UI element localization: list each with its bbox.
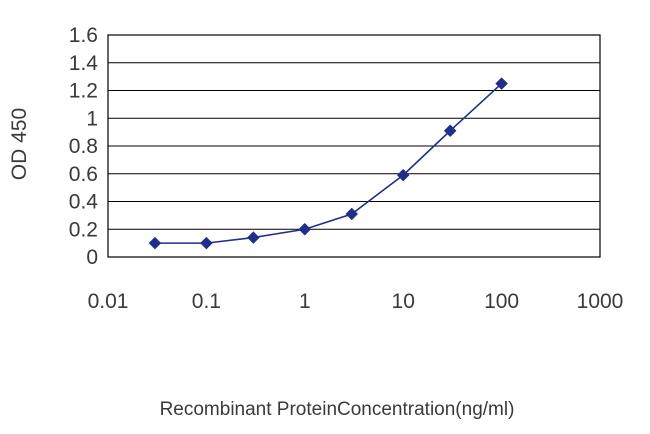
data-point (396, 168, 410, 182)
data-point (495, 77, 508, 90)
x-tick-label: 1000 (577, 290, 624, 313)
x-tick-label: 0.01 (88, 290, 129, 313)
data-point (298, 222, 312, 236)
x-tick-label: 0.1 (192, 290, 221, 313)
x-tick-label: 1 (299, 290, 311, 313)
y-tick-label: 0.4 (69, 191, 99, 214)
y-tick-label: 0.6 (69, 163, 98, 186)
y-tick-label: 1.6 (69, 24, 98, 47)
gridlines (108, 34, 600, 258)
x-tick-labels: 0.01 0.1 1 10 100 1000 (88, 290, 624, 313)
data-point (200, 236, 213, 250)
series-layer (148, 77, 508, 250)
data-point (443, 124, 457, 138)
data-point (246, 231, 260, 244)
plot-frame (107, 34, 601, 258)
y-tick-label: 0 (86, 246, 98, 269)
data-point (148, 236, 162, 250)
x-tick-label: 10 (392, 290, 415, 313)
y-tick-label: 1.2 (69, 80, 98, 103)
y-tick-label: 1 (86, 107, 98, 130)
y-axis-label: OD 450 (8, 108, 31, 180)
data-point (345, 207, 359, 221)
series-line (154, 82, 503, 244)
y-tick-label: 0.2 (69, 218, 98, 241)
x-tick-label: 100 (484, 290, 519, 313)
y-tick-label: 0.8 (69, 135, 98, 158)
x-axis-label: Recombinant ProteinConcentration(ng/ml) (160, 399, 515, 420)
y-tick-labels: 0 0.2 0.4 0.6 0.8 1 1.2 1.4 1.6 (69, 24, 99, 269)
y-tick-label: 1.4 (69, 52, 99, 75)
